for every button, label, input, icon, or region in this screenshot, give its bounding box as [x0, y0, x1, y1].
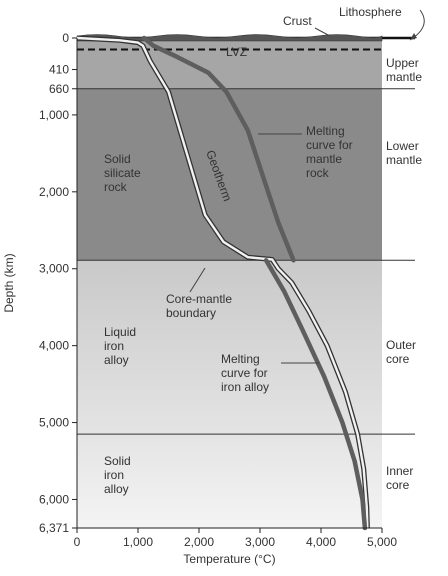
label-solid-silicate-line-1: Solid [104, 152, 131, 166]
label-liquid-iron-line-2: iron [104, 339, 124, 353]
label-melting-mantle-line-3: mantle [306, 152, 342, 166]
leader-crust [314, 27, 331, 37]
y-tick-label-6: 3,000 [39, 262, 69, 276]
label-melting-mantle-line-1: Melting [306, 124, 345, 138]
axes: 0 1,000 2,000 3,000 4,000 5,000 0 410 660 1,000 2,… [2, 31, 397, 566]
y-tick-label-7: 4,000 [39, 339, 69, 353]
y-tick-label-1: 0 [62, 31, 69, 45]
x-tick-label-4: 3,000 [245, 535, 275, 549]
label-outer-core-line-1: Outer [386, 338, 416, 352]
x-tick-label-3: 2,000 [184, 535, 214, 549]
x-axis-label: Temperature (°C) [183, 552, 275, 566]
label-upper-mantle-line-2: mantle [386, 70, 422, 84]
label-melting-mantle-line-2: curve for [306, 138, 353, 152]
label-melting-iron-line-3: iron alloy [221, 380, 269, 394]
label-lower-mantle-line-1: Lower [386, 139, 419, 153]
y-tick-label-5: 2,000 [39, 185, 69, 199]
label-solid-silicate-line-3: rock [104, 180, 128, 194]
y-tick-label-9: 6,000 [39, 492, 69, 506]
crust-band [76, 34, 383, 42]
leader-core-mantle [189, 267, 206, 293]
label-solid-iron-line-1: Solid [104, 454, 131, 468]
label-crust: Crust [283, 14, 312, 28]
label-lvz: LVZ [226, 45, 247, 59]
arrow-lithosphere [410, 33, 417, 40]
label-inner-core-line-2: core [386, 478, 410, 492]
label-solid-iron-line-2: iron [104, 468, 124, 482]
x-tick-label-6: 5,000 [367, 535, 397, 549]
region-1 [77, 38, 382, 89]
x-tick-label-2: 1,000 [123, 535, 153, 549]
region-3 [77, 260, 382, 435]
label-lithosphere: Lithosphere [339, 5, 402, 19]
label-melting-mantle-line-4: rock [306, 166, 330, 180]
label-liquid-iron-line-3: alloy [104, 353, 129, 367]
label-outer-core-line-2: core [386, 352, 410, 366]
region-4 [77, 434, 382, 528]
x-tick-label-1: 0 [74, 535, 81, 549]
y-axis-label: Depth (km) [2, 253, 16, 312]
label-solid-iron-line-3: alloy [104, 482, 129, 496]
label-core-mantle-line-2: boundary [166, 306, 216, 320]
label-solid-silicate-line-2: silicate [104, 166, 141, 180]
label-lower-mantle-line-2: mantle [386, 153, 422, 167]
y-tick-label-4: 1,000 [39, 108, 69, 122]
y-tick-label-10: 6,371 [39, 521, 69, 535]
label-upper-mantle-line-1: Upper [386, 56, 419, 70]
label-inner-core-line-1: Inner [386, 464, 413, 478]
y-tick-label-8: 5,000 [39, 416, 69, 430]
label-melting-iron-line-1: Melting [221, 352, 260, 366]
data-series [76, 35, 370, 531]
label-melting-iron-line-2: curve for [221, 366, 268, 380]
region-2 [77, 88, 382, 261]
layer-regions [77, 38, 382, 528]
leader-lithosphere [409, 9, 425, 41]
label-liquid-iron-line-1: Liquid [104, 325, 136, 339]
x-tick-label-5: 4,000 [306, 535, 336, 549]
y-tick-label-2: 410 [49, 63, 69, 77]
label-core-mantle-line-1: Core-mantle [166, 292, 232, 306]
series-geotherm [76, 36, 369, 529]
y-tick-label-3: 660 [49, 82, 69, 96]
series-melting-curve-for-mantle-rock [141, 35, 296, 263]
series-melting-curve-for-iron-alloy [263, 258, 368, 531]
